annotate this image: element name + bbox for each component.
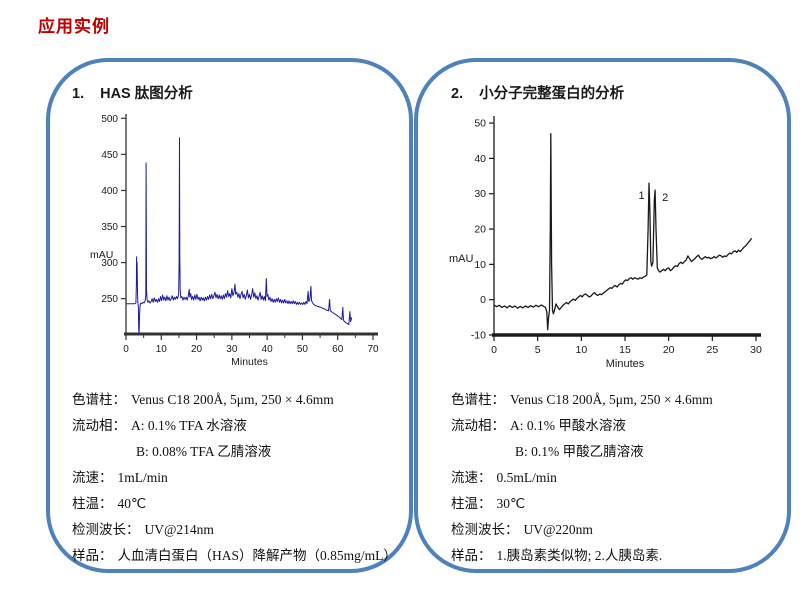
svg-text:20: 20: [474, 224, 486, 236]
svg-text:10: 10: [474, 259, 486, 271]
param-label: 色谱柱：: [72, 392, 126, 407]
svg-text:25: 25: [706, 344, 718, 356]
param-label: 流动相：: [72, 418, 126, 433]
param-label: 色谱柱：: [451, 392, 505, 407]
chromatogram-chart-1: 250 300 350 400 450 500 0 10 20 30 40 50 60 70 mAU Minu…: [90, 114, 379, 368]
page-title: 应用实例: [38, 17, 110, 36]
svg-text:10: 10: [156, 344, 168, 355]
svg-text:-10: -10: [471, 330, 486, 342]
svg-text:350: 350: [101, 222, 118, 233]
panel-has-peptide-map: 1. HAS 肽图分析 250 300 350 400 450 500 0 10 20 30 40 50…: [46, 58, 413, 573]
svg-text:mAU: mAU: [449, 253, 474, 265]
param-value: 1mL/min: [117, 470, 168, 485]
param-value: A: 0.1% TFA 水溶液: [131, 418, 247, 433]
param-value: 40℃: [117, 496, 147, 511]
chromatogram-chart-2: -10 0 10 20 30 40 50 0 5 10 15 20 25 30 1 2 mAU Minutes: [449, 116, 762, 370]
svg-text:Minutes: Minutes: [231, 356, 268, 368]
param-value: B: 0.08% TFA 乙腈溶液: [136, 444, 272, 459]
param-value: Venus C18 200Å, 5μm, 250 × 4.6mm: [510, 392, 713, 407]
param-value: 30℃: [496, 496, 526, 511]
panel-2-title: 小分子完整蛋白的分析: [479, 86, 625, 102]
param-label: 检测波长：: [72, 522, 140, 537]
param-label: 样品：: [72, 548, 113, 563]
svg-text:mAU: mAU: [90, 249, 113, 261]
param-row-column: 色谱柱： Venus C18 200Å, 5μm, 250 × 4.6mm: [451, 387, 781, 413]
svg-text:0: 0: [491, 344, 497, 356]
param-value: 人血清白蛋白（HAS）降解产物（0.85mg/mL）: [117, 548, 397, 563]
param-label: 流速：: [72, 470, 113, 485]
svg-text:30: 30: [474, 188, 486, 200]
panel-2-header: 2. 小分子完整蛋白的分析: [451, 82, 624, 103]
svg-text:40: 40: [474, 153, 486, 165]
param-row-column-temp: 柱温： 40℃: [72, 491, 402, 517]
svg-text:70: 70: [367, 344, 379, 355]
panel-2-number: 2.: [451, 86, 464, 102]
param-row-column-temp: 柱温： 30℃: [451, 491, 781, 517]
svg-text:400: 400: [101, 186, 118, 197]
param-value: Venus C18 200Å, 5μm, 250 × 4.6mm: [131, 392, 334, 407]
param-value: A: 0.1% 甲酸水溶液: [510, 418, 626, 433]
svg-text:60: 60: [332, 344, 344, 355]
param-value: UV@214nm: [144, 522, 214, 537]
param-row-mobile-phase-a: 流动相： A: 0.1% 甲酸水溶液: [451, 413, 781, 439]
svg-text:300: 300: [101, 258, 118, 269]
svg-text:1: 1: [639, 190, 645, 202]
svg-text:250: 250: [101, 294, 118, 305]
panel-2-params: 色谱柱： Venus C18 200Å, 5μm, 250 × 4.6mm 流动相…: [451, 387, 781, 569]
panel-1-params: 色谱柱： Venus C18 200Å, 5μm, 250 × 4.6mm 流动相…: [72, 387, 402, 569]
param-value: UV@220nm: [523, 522, 593, 537]
svg-text:50: 50: [474, 118, 486, 130]
svg-text:30: 30: [226, 344, 238, 355]
svg-text:500: 500: [101, 114, 118, 125]
param-value: 0.5mL/min: [496, 470, 557, 485]
svg-text:10: 10: [575, 344, 587, 356]
panel-1-number: 1.: [72, 86, 85, 102]
svg-text:20: 20: [191, 344, 203, 355]
svg-text:50: 50: [297, 344, 309, 355]
param-row-sample: 样品： 人血清白蛋白（HAS）降解产物（0.85mg/mL）: [72, 543, 402, 569]
param-row-column: 色谱柱： Venus C18 200Å, 5μm, 250 × 4.6mm: [72, 387, 402, 413]
param-label: 样品：: [451, 548, 492, 563]
panel-1-title: HAS 肽图分析: [100, 86, 193, 102]
svg-text:30: 30: [750, 344, 762, 356]
param-label: 柱温：: [72, 496, 113, 511]
svg-text:0: 0: [480, 294, 486, 306]
svg-text:5: 5: [535, 344, 541, 356]
param-label: 流动相：: [451, 418, 505, 433]
param-row-flow-rate: 流速： 0.5mL/min: [451, 465, 781, 491]
svg-text:Minutes: Minutes: [606, 358, 645, 370]
param-label: 检测波长：: [451, 522, 519, 537]
svg-text:40: 40: [262, 344, 274, 355]
svg-text:2: 2: [662, 192, 668, 204]
param-value: B: 0.1% 甲酸乙腈溶液: [515, 444, 644, 459]
svg-text:15: 15: [619, 344, 631, 356]
param-row-flow-rate: 流速： 1mL/min: [72, 465, 402, 491]
param-row-mobile-phase-a: 流动相： A: 0.1% TFA 水溶液: [72, 413, 402, 439]
svg-text:0: 0: [123, 344, 129, 355]
param-value: 1.胰岛素类似物; 2.人胰岛素.: [496, 548, 663, 563]
svg-text:20: 20: [663, 344, 675, 356]
param-row-sample: 样品： 1.胰岛素类似物; 2.人胰岛素.: [451, 543, 781, 569]
param-label: 流速：: [451, 470, 492, 485]
param-label: 柱温：: [451, 496, 492, 511]
panel-small-molecule-protein: 2. 小分子完整蛋白的分析 -10 0 10 20 30 40 50 0 5 10 15 20 25 30 1…: [414, 58, 791, 573]
param-row-wavelength: 检测波长： UV@214nm: [72, 517, 402, 543]
param-row-mobile-phase-b: B: 0.08% TFA 乙腈溶液: [72, 439, 402, 465]
panel-1-header: 1. HAS 肽图分析: [72, 82, 193, 103]
svg-text:450: 450: [101, 150, 118, 161]
param-row-mobile-phase-b: B: 0.1% 甲酸乙腈溶液: [451, 439, 781, 465]
param-row-wavelength: 检测波长： UV@220nm: [451, 517, 781, 543]
